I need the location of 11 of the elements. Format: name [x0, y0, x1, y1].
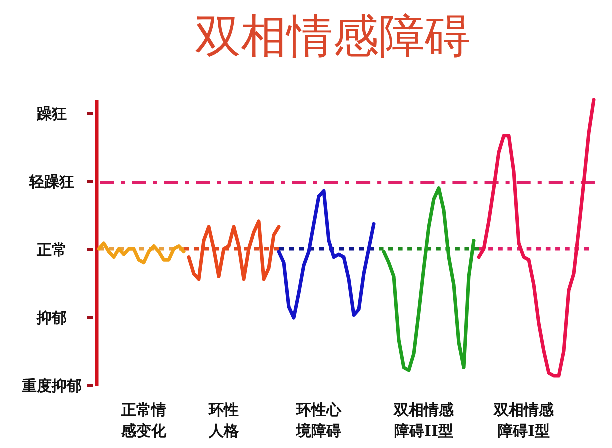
category-label: 正常情感变化 — [122, 401, 166, 440]
category-label: 环性人格 — [209, 401, 239, 440]
category-label: 环性心境障碍 — [296, 401, 342, 440]
level-label: 正常 — [37, 241, 67, 259]
level-label: 抑郁 — [37, 309, 67, 327]
category-label: 双相情感障碍II型 — [394, 401, 454, 440]
level-label: 轻躁狂 — [30, 173, 74, 191]
level-label: 重度抑郁 — [22, 377, 82, 395]
level-label: 躁狂 — [37, 105, 67, 123]
category-label: 双相情感障碍I型 — [494, 401, 554, 440]
title: 双相情感障碍 — [195, 9, 471, 63]
